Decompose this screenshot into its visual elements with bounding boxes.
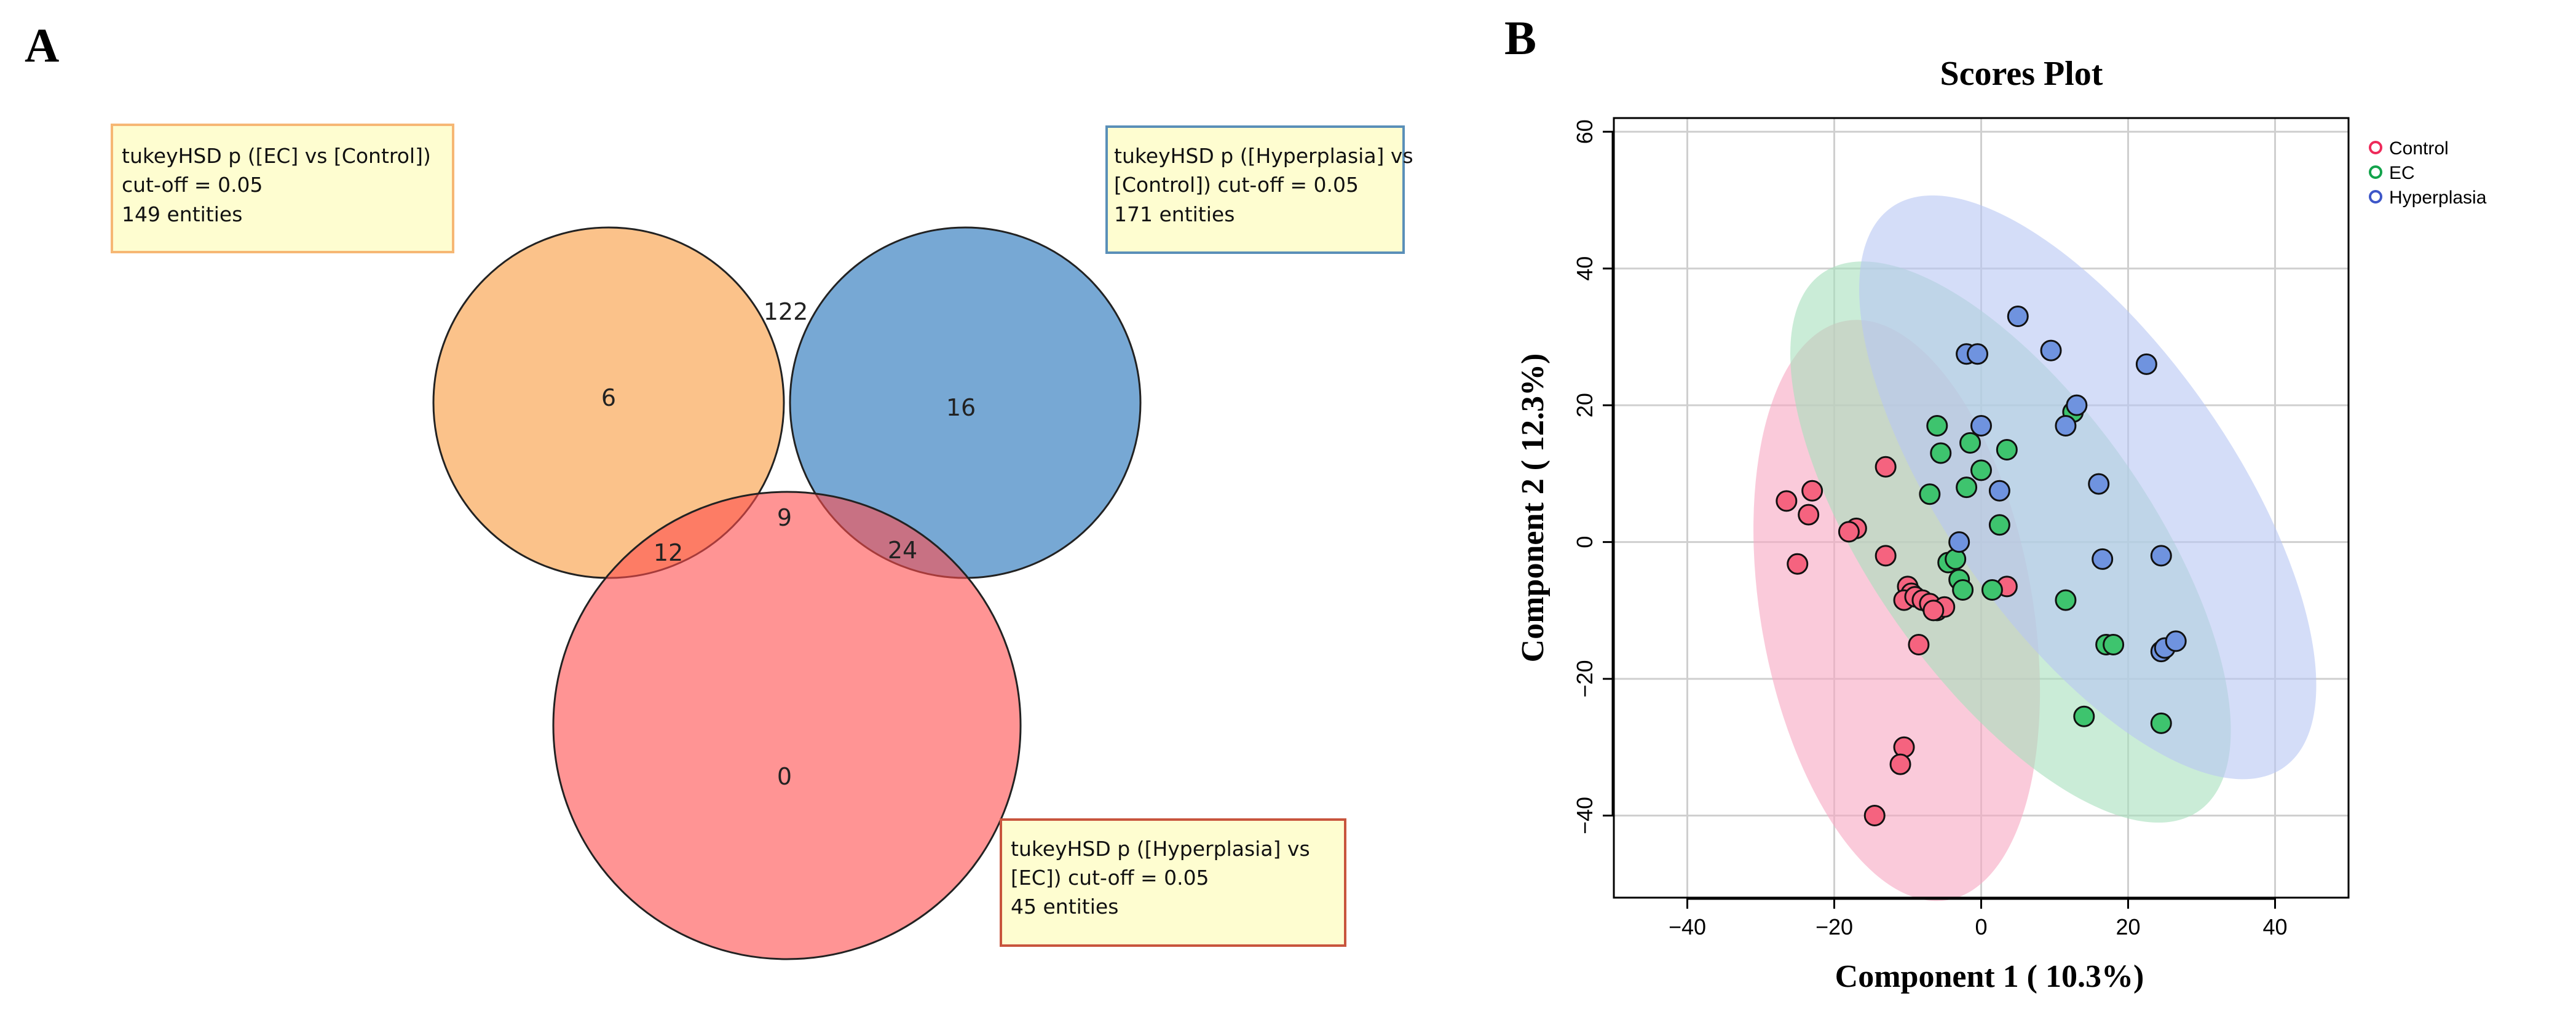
point-ec (2073, 705, 2095, 727)
point-ec (2150, 712, 2172, 734)
y-axis: −40 −20 0 20 40 60 (1572, 119, 1614, 834)
point-hyperplasia (2088, 473, 2110, 495)
point-hyperplasia (2150, 545, 2172, 567)
y-tick-label: −40 (1572, 797, 1597, 834)
point-hyperplasia (1967, 343, 1989, 365)
legend-label-hyperplasia: Hyperplasia (2389, 188, 2487, 208)
point-control (1863, 805, 1886, 827)
point-ec (1970, 459, 1992, 481)
venn-panel: A 6 122 16 12 9 24 0 tukeyHSD p ([EC] vs… (25, 18, 1413, 960)
venn-region-only-hyp-control: 16 (946, 394, 976, 421)
legend-label-control: Control (2389, 138, 2449, 159)
point-control (1798, 504, 1820, 526)
venn-label-box-hyperplasia-vs-control: tukeyHSD p ([Hyperplasia] vs [Control]) … (1105, 125, 1413, 254)
point-control (1787, 553, 1809, 575)
y-tick-label: 0 (1572, 536, 1597, 548)
point-control (1889, 753, 1911, 775)
point-hyperplasia (2066, 394, 2088, 416)
venn-circle-hyperplasia-vs-ec (552, 491, 1022, 960)
point-control (1875, 545, 1897, 567)
point-hyperplasia (2165, 630, 2187, 652)
point-ec (2055, 589, 2077, 611)
point-ec (1988, 514, 2010, 536)
point-control (1838, 521, 1860, 543)
ellipse-hyperplasia (1859, 195, 2317, 780)
venn-region-only-ec-control: 6 (601, 384, 616, 411)
point-hyperplasia (2007, 306, 2029, 328)
point-control (1922, 599, 1945, 622)
venn-label-hyp-vs-ec-line1: tukeyHSD p ([Hyperplasia] vs (1011, 837, 1310, 861)
venn-label-ec-vs-control-line2: cut-off = 0.05 (122, 173, 263, 197)
panel-b-letter: B (1504, 11, 1536, 65)
point-control (1908, 633, 1930, 655)
venn-label-hyp-vs-ec-line3: 45 entities (1011, 895, 1118, 919)
point-hyperplasia (2055, 415, 2077, 437)
x-axis: −40 −20 0 20 40 (1669, 898, 2288, 939)
point-ec (1952, 579, 1974, 601)
legend-marker-hyperplasia (2369, 190, 2382, 204)
venn-label-box-hyperplasia-vs-ec: tukeyHSD p ([Hyperplasia] vs [EC]) cut-o… (1000, 818, 1346, 947)
x-tick-label: −40 (1669, 914, 1706, 939)
point-ec (1959, 432, 1981, 454)
point-ec (1926, 415, 1948, 437)
scatter-points (1776, 306, 2187, 827)
chart-title: Scores Plot (1940, 55, 2103, 93)
confidence-ellipses (1753, 195, 2317, 901)
point-hyperplasia (1970, 415, 1992, 437)
venn-label-hyp-vs-control-line2: [Control]) cut-off = 0.05 (1114, 173, 1359, 197)
x-axis-label: Component 1 ( 10.3%) (1835, 959, 2144, 994)
venn-region-only-hyp-ec: 0 (777, 763, 792, 790)
point-control (1801, 480, 1823, 502)
venn-label-hyp-vs-ec-line2: [EC]) cut-off = 0.05 (1011, 866, 1209, 890)
venn-label-box-ec-vs-control: tukeyHSD p ([EC] vs [Control]) cut-off =… (111, 124, 454, 253)
point-ec (1930, 442, 1952, 464)
x-tick-label: −20 (1815, 914, 1853, 939)
legend-marker-ec (2369, 165, 2382, 179)
x-tick-label: 0 (1975, 914, 1987, 939)
point-hyperplasia (1988, 480, 2010, 502)
point-hyperplasia (2135, 353, 2157, 375)
point-hyperplasia (2040, 339, 2062, 362)
point-control (1875, 456, 1897, 478)
venn-label-ec-vs-control-line1: tukeyHSD p ([EC] vs [Control]) (122, 144, 431, 168)
point-hyperplasia (2092, 548, 2114, 570)
legend-label-ec: EC (2389, 163, 2415, 183)
y-tick-label: 60 (1572, 119, 1597, 144)
panel-a-letter: A (25, 18, 59, 72)
point-ec (1981, 579, 2003, 601)
point-hyperplasia (1948, 531, 1970, 553)
venn-label-ec-vs-control-line3: 149 entities (122, 202, 242, 226)
point-ec (1956, 476, 1978, 499)
point-control (1776, 490, 1798, 512)
venn-label-hyp-vs-control-line1: tukeyHSD p ([Hyperplasia] vs (1114, 144, 1413, 168)
y-tick-label: −20 (1572, 660, 1597, 698)
legend-marker-control (2369, 141, 2382, 154)
x-tick-label: 20 (2116, 914, 2140, 939)
venn-region-hyp-control-hyp-ec: 24 (888, 537, 917, 564)
x-tick-label: 40 (2262, 914, 2287, 939)
y-tick-label: 20 (1572, 393, 1597, 417)
point-ec (2103, 633, 2125, 655)
y-tick-label: 40 (1572, 256, 1597, 281)
legend: Control EC Hyperplasia (2369, 138, 2487, 208)
point-ec (1996, 438, 2018, 461)
venn-label-hyp-vs-control-line3: 171 entities (1114, 202, 1235, 226)
scores-plot-panel: B Scores Plot −40 −20 0 20 40 −40−200204060 … (1504, 11, 2487, 994)
venn-region-ec-control-hyp-ec: 12 (654, 539, 683, 566)
venn-region-ec-control-hyp-control: 122 (764, 298, 808, 325)
venn-region-all-three: 9 (777, 504, 792, 531)
point-ec (1919, 483, 1941, 505)
y-axis-label: Component 2 ( 12.3%) (1515, 354, 1551, 663)
